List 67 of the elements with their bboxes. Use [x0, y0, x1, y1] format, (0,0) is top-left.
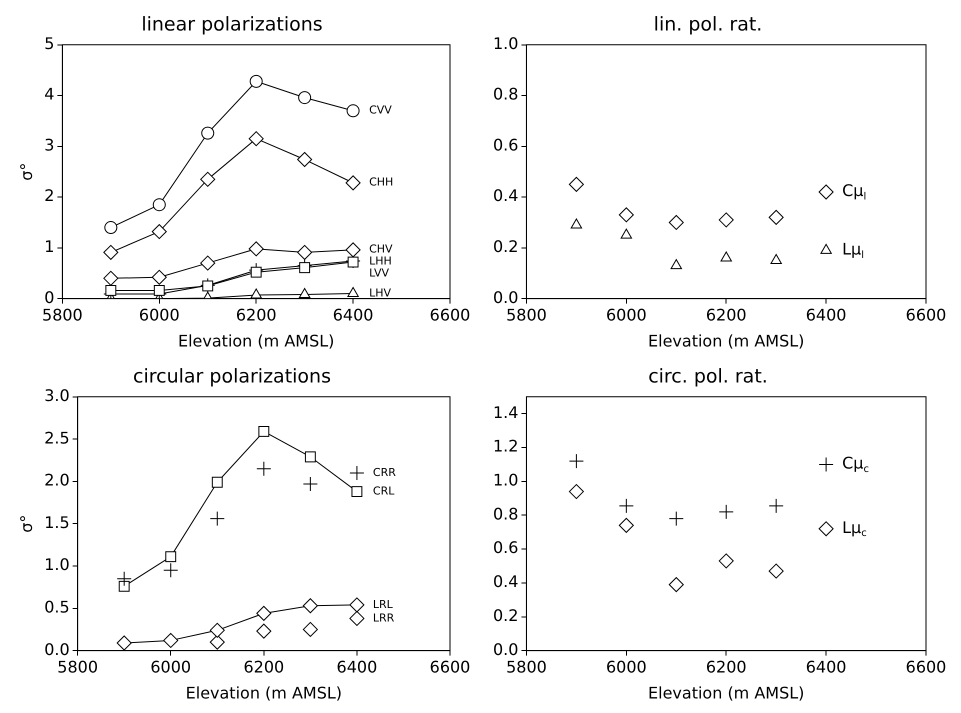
y-tick-label: 0.2 — [492, 606, 518, 625]
x-axis-title: Elevation (m AMSL) — [186, 684, 342, 703]
y-tick-label: 1 — [44, 236, 54, 256]
y-tick-label: 1.0 — [44, 555, 70, 574]
y-tick-label: 0.6 — [492, 538, 518, 558]
x-tick-label: 6200 — [236, 305, 277, 324]
series-label: CVV — [369, 104, 392, 117]
y-tick-label: 0.6 — [492, 135, 518, 154]
y-tick-label: 0.8 — [492, 504, 518, 524]
y-axis-title: σ° — [16, 514, 36, 533]
x-tick-label: 6400 — [806, 657, 846, 676]
x-axis-title: Elevation (m AMSL) — [648, 332, 804, 351]
series-label: LRR — [372, 611, 395, 624]
y-tick-label: 2.5 — [44, 428, 70, 448]
y-tick-label: 3.0 — [44, 386, 70, 405]
x-tick-label: 6600 — [906, 305, 946, 324]
y-tick-label: 4 — [44, 84, 54, 104]
y-tick-label: 1.4 — [492, 402, 518, 422]
x-tick-label: 6200 — [706, 657, 747, 676]
chart-title: linear polarizations — [141, 13, 323, 36]
y-tick-label: 0.4 — [492, 186, 518, 206]
x-tick-label: 5800 — [506, 305, 547, 324]
y-tick-label: 0.0 — [44, 640, 70, 659]
y-tick-label: 0.5 — [44, 597, 70, 616]
x-axis-title: Elevation (m AMSL) — [178, 332, 334, 351]
y-tick-label: 1.2 — [492, 436, 518, 456]
x-tick-label: 6000 — [606, 305, 647, 324]
y-tick-label: 1.0 — [492, 34, 518, 53]
x-tick-label: 6400 — [806, 305, 846, 324]
series-label: LRL — [372, 598, 394, 611]
x-tick-label: 6400 — [332, 305, 374, 324]
x-tick-label: 6200 — [243, 657, 284, 676]
y-tick-label: 3 — [44, 135, 54, 154]
x-tick-label: 6000 — [150, 657, 192, 676]
y-tick-label: 0.0 — [492, 288, 518, 307]
y-tick-label: 0.0 — [492, 640, 518, 659]
x-tick-label: 5800 — [42, 305, 83, 324]
y-tick-label: 5 — [44, 34, 54, 53]
x-tick-label: 6600 — [430, 657, 470, 676]
y-tick-label: 0.8 — [492, 84, 518, 104]
series-label: CRL — [372, 484, 396, 498]
series-label: LVV — [369, 266, 390, 280]
y-tick-label: 2.0 — [44, 470, 70, 490]
x-tick-label: 6600 — [906, 657, 946, 676]
x-tick-label: 6200 — [706, 305, 747, 324]
series-label: LHH — [369, 254, 392, 268]
x-tick-label: 5800 — [57, 657, 98, 676]
series-label: CRR — [372, 466, 396, 479]
x-tick-label: 5800 — [506, 657, 547, 676]
chart-title: circ. pol. rat. — [648, 365, 768, 388]
chart-title: lin. pol. rat. — [654, 13, 762, 36]
x-tick-label: 6400 — [336, 657, 378, 676]
x-tick-label: 6000 — [606, 657, 647, 676]
y-tick-label: 1.5 — [44, 512, 70, 532]
y-tick-label: 0 — [44, 288, 54, 307]
x-tick-label: 6000 — [138, 305, 180, 324]
x-tick-label: 6600 — [430, 305, 470, 324]
y-tick-label: 1.0 — [492, 470, 518, 490]
chart-title: circular polarizations — [133, 365, 331, 388]
series-label: LHV — [369, 286, 392, 300]
series-label: CHH — [369, 176, 394, 189]
y-axis-title: σ° — [16, 162, 36, 181]
y-tick-label: 0.4 — [492, 572, 518, 592]
x-axis-title: Elevation (m AMSL) — [648, 684, 804, 703]
y-tick-label: 0.2 — [492, 236, 518, 256]
series-label: CHV — [369, 242, 394, 256]
y-tick-label: 2 — [44, 186, 54, 206]
